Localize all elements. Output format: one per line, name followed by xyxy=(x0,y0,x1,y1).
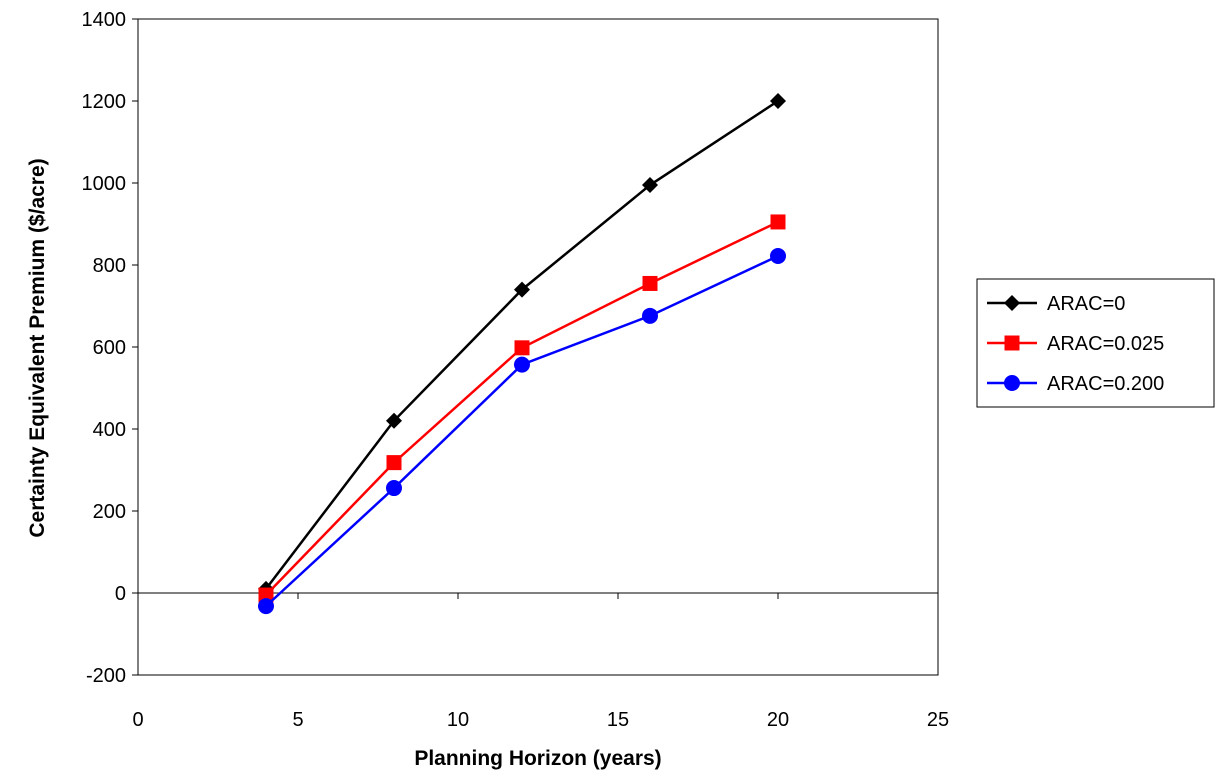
data-point xyxy=(642,177,658,194)
legend-label: ARAC=0 xyxy=(1047,293,1125,315)
legend-label: ARAC=0.200 xyxy=(1047,373,1164,395)
series-line xyxy=(265,254,779,608)
x-axis: 0 5 10 15 20 25 xyxy=(132,592,949,731)
legend-item: ARAC=0.025 xyxy=(987,333,1164,355)
series-line xyxy=(265,220,779,596)
data-point xyxy=(770,214,786,230)
legend: ARAC=0 ARAC=0.025 ARAC=0.200 xyxy=(976,278,1215,408)
y-tick-label: 1200 xyxy=(82,91,127,113)
y-tick-label: 800 xyxy=(93,255,126,277)
data-point xyxy=(642,307,658,324)
data-point xyxy=(514,356,530,373)
x-tick-label: 25 xyxy=(927,709,949,731)
data-point xyxy=(770,247,786,264)
data-point xyxy=(514,281,530,298)
y-tick-label: -200 xyxy=(86,665,126,687)
data-point xyxy=(386,412,402,429)
data-point xyxy=(258,598,274,615)
data-point xyxy=(642,275,658,291)
y-axis: -200 0 200 400 600 800 1000 1200 1400 xyxy=(82,9,138,687)
series-3 xyxy=(258,247,786,615)
y-tick-label: 400 xyxy=(93,419,126,441)
legend-item: ARAC=0.200 xyxy=(987,373,1164,395)
x-axis-title: Planning Horizon (years) xyxy=(414,747,661,770)
x-tick-label: 0 xyxy=(132,709,143,731)
legend-label: ARAC=0.025 xyxy=(1047,333,1164,355)
y-tick-label: 200 xyxy=(93,501,126,523)
data-point xyxy=(386,480,402,497)
x-tick-label: 20 xyxy=(767,709,789,731)
x-tick-label: 15 xyxy=(607,709,629,731)
series-2 xyxy=(258,214,786,603)
y-tick-label: 600 xyxy=(93,337,126,359)
legend-item: ARAC=0 xyxy=(987,293,1125,315)
data-point xyxy=(386,455,402,471)
plot-frame xyxy=(137,18,939,676)
x-tick-label: 10 xyxy=(447,709,469,731)
x-tick-label: 5 xyxy=(292,709,303,731)
data-point xyxy=(770,93,786,109)
legend-marker xyxy=(1004,375,1020,391)
y-tick-label: 1000 xyxy=(82,173,127,195)
y-tick-label: 0 xyxy=(115,583,126,605)
data-point xyxy=(258,587,274,603)
y-axis-title: Certainty Equivalent Premium ($/acre) xyxy=(26,158,49,537)
legend-marker xyxy=(1004,295,1020,311)
series-layer xyxy=(258,93,786,615)
y-tick-label: 1400 xyxy=(82,9,127,31)
plot-area xyxy=(137,18,939,676)
legend-marker xyxy=(1004,335,1020,351)
data-point xyxy=(514,340,530,356)
